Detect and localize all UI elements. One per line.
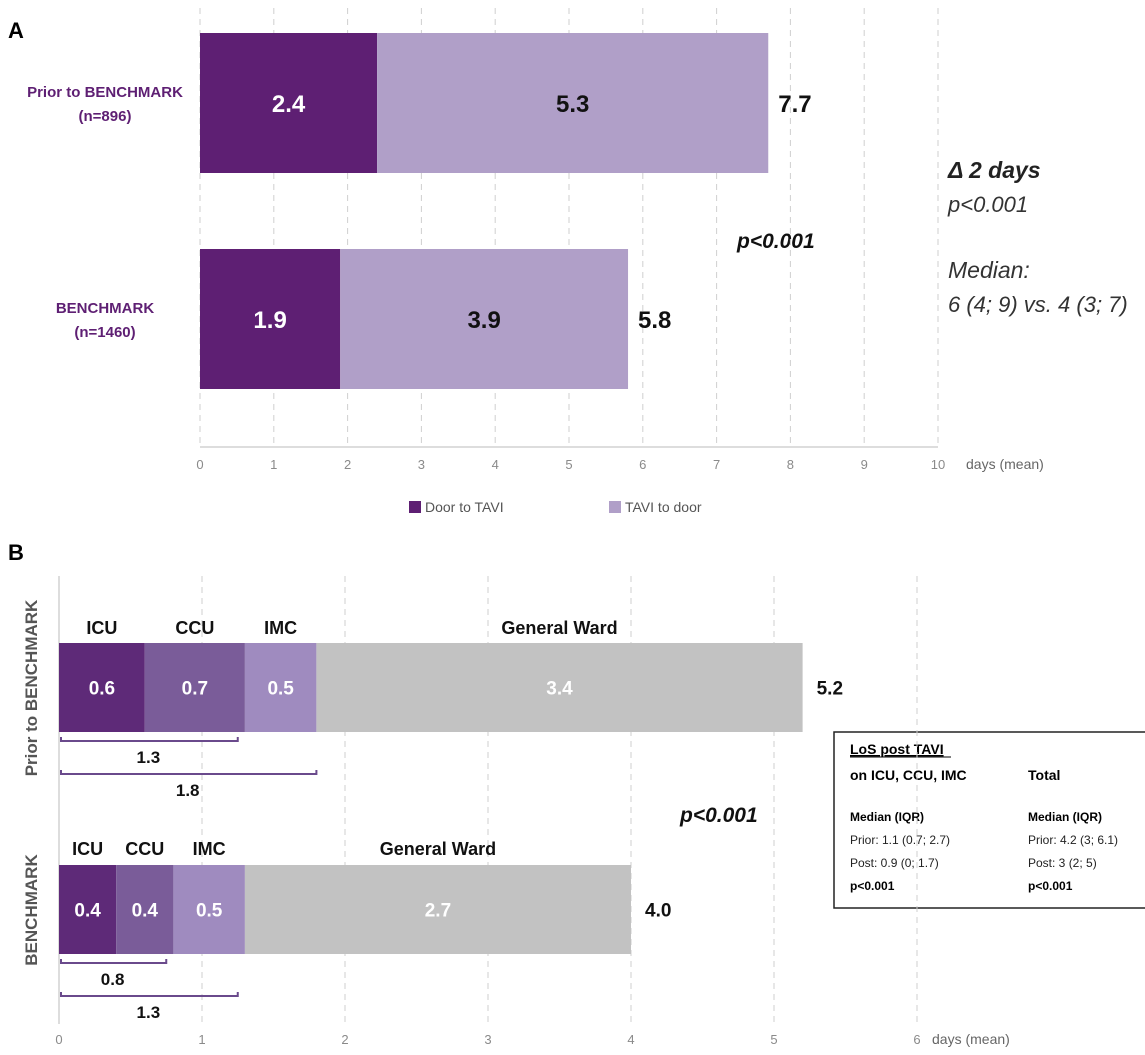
median-title: Median: — [948, 257, 1030, 283]
bar-total-label-b: 4.0 — [645, 901, 671, 922]
segment-name-label-b: CCU — [175, 618, 214, 638]
bracket-label-b: 0.8 — [101, 970, 125, 989]
bracket-label-b: 1.3 — [137, 1003, 161, 1022]
x-tick-label-b: 6 — [913, 1032, 920, 1047]
x-tick-label-b: 3 — [484, 1032, 491, 1047]
info-box-title: LoS post TAVI — [850, 741, 944, 757]
bracket-b — [60, 770, 318, 775]
bar-segment-b — [59, 643, 145, 732]
category-label-a: BENCHMARK — [56, 300, 154, 317]
panel-label-a: A — [8, 18, 24, 43]
p-value-b: p<0.001 — [679, 804, 758, 827]
x-tick-label-b: 1 — [198, 1032, 205, 1047]
bar-value-label-b: 3.4 — [546, 679, 573, 700]
bar-value-label-a: 1.9 — [253, 307, 286, 334]
x-tick-label-a: 3 — [418, 457, 425, 472]
bar-segment-b — [316, 643, 803, 732]
info-box-col1-post: Post: 0.9 (0; 1.7) — [850, 856, 939, 870]
delta-p-value: p<0.001 — [947, 192, 1028, 217]
bar-total-label-a: 5.8 — [638, 307, 671, 334]
bar-segment-b — [144, 643, 245, 732]
bar-value-label-b: 0.4 — [74, 901, 101, 922]
x-tick-label-a: 5 — [565, 457, 572, 472]
info-box-col2-prior: Prior: 4.2 (3; 6.1) — [1028, 833, 1118, 847]
bar-value-label-a: 3.9 — [467, 307, 500, 334]
bracket-b — [60, 737, 239, 742]
los-info-box: LoS post TAVI on ICU, CCU, IMC Total Med… — [833, 731, 1145, 909]
info-box-col1-p: p<0.001 — [850, 879, 895, 893]
bracket-label-b: 1.3 — [137, 748, 161, 767]
info-box-col2-sub: Median (IQR) — [1028, 810, 1102, 824]
info-box-col2-header: Total — [1028, 767, 1060, 783]
bar-segment-a — [200, 33, 378, 173]
segment-name-label-b: IMC — [193, 839, 226, 859]
x-tick-label-a: 9 — [861, 457, 868, 472]
bar-segment-b — [116, 865, 174, 954]
x-tick-label-b: 0 — [55, 1032, 62, 1047]
category-label-a: (n=1460) — [74, 324, 135, 341]
bar-segment-b — [173, 865, 245, 954]
bar-value-label-b: 0.6 — [89, 679, 115, 700]
bar-segment-a — [377, 33, 769, 173]
bar-total-label-a: 7.7 — [778, 91, 811, 118]
info-box-col1-header: on ICU, CCU, IMC — [850, 767, 967, 783]
x-tick-label-a: 1 — [270, 457, 277, 472]
bar-segment-a — [340, 249, 629, 389]
bar-value-label-b: 0.5 — [267, 679, 294, 700]
bracket-label-b: 1.8 — [176, 781, 200, 800]
legend-a: Door to TAVI TAVI to door — [409, 499, 702, 515]
x-tick-label-a: 6 — [639, 457, 646, 472]
category-label-a: (n=896) — [79, 108, 132, 125]
segment-name-label-b: General Ward — [380, 839, 496, 859]
info-box-border — [833, 731, 1145, 909]
bar-segment-a — [200, 249, 341, 389]
category-label-b: BENCHMARK — [22, 854, 41, 966]
bar-segment-b — [59, 865, 117, 954]
x-axis-title-b: days (mean) — [932, 1031, 1010, 1047]
x-tick-label-b: 2 — [341, 1032, 348, 1047]
bracket-b — [60, 992, 239, 997]
category-label-a: Prior to BENCHMARK — [27, 84, 183, 101]
bar-value-label-b: 0.5 — [196, 901, 223, 922]
legend-swatch-door-to-tavi — [409, 501, 421, 513]
segment-name-label-b: IMC — [264, 618, 297, 638]
panel-label-b: B — [8, 540, 24, 565]
bar-value-label-b: 0.7 — [182, 679, 208, 700]
info-box-col1-prior: Prior: 1.1 (0.7; 2.7) — [850, 833, 950, 847]
legend-label-door-to-tavi: Door to TAVI — [425, 499, 504, 515]
x-tick-label-a: 7 — [713, 457, 720, 472]
bar-total-label-b: 5.2 — [817, 679, 843, 700]
x-tick-label-a: 8 — [787, 457, 794, 472]
x-tick-label-b: 4 — [627, 1032, 634, 1047]
legend-swatch-tavi-to-door — [609, 501, 621, 513]
bar-segment-b — [244, 643, 317, 732]
median-values: 6 (4; 9) vs. 4 (3; 7) — [948, 292, 1128, 317]
bar-value-label-a: 5.3 — [556, 91, 589, 118]
x-axis-title-a: days (mean) — [966, 456, 1044, 472]
bar-segment-b — [244, 865, 631, 954]
bar-value-label-b: 0.4 — [132, 901, 159, 922]
bracket-b — [60, 959, 168, 964]
bar-value-label-b: 2.7 — [425, 901, 451, 922]
x-tick-label-a: 4 — [492, 457, 499, 472]
segment-name-label-b: CCU — [125, 839, 164, 859]
x-tick-label-a: 0 — [196, 457, 203, 472]
info-box-col1-sub: Median (IQR) — [850, 810, 924, 824]
bar-value-label-a: 2.4 — [272, 91, 306, 118]
category-label-b: Prior to BENCHMARK — [22, 599, 41, 776]
segment-name-label-b: ICU — [86, 618, 117, 638]
legend-label-tavi-to-door: TAVI to door — [625, 499, 702, 515]
delta-days: Δ 2 days — [947, 157, 1041, 183]
x-tick-label-a: 2 — [344, 457, 351, 472]
p-value-a: p<0.001 — [736, 230, 815, 253]
x-tick-label-b: 5 — [770, 1032, 777, 1047]
info-box-col2-post: Post: 3 (2; 5) — [1028, 856, 1097, 870]
x-tick-label-a: 10 — [931, 457, 945, 472]
info-box-col2-p: p<0.001 — [1028, 879, 1073, 893]
segment-name-label-b: ICU — [72, 839, 103, 859]
segment-name-label-b: General Ward — [501, 618, 617, 638]
